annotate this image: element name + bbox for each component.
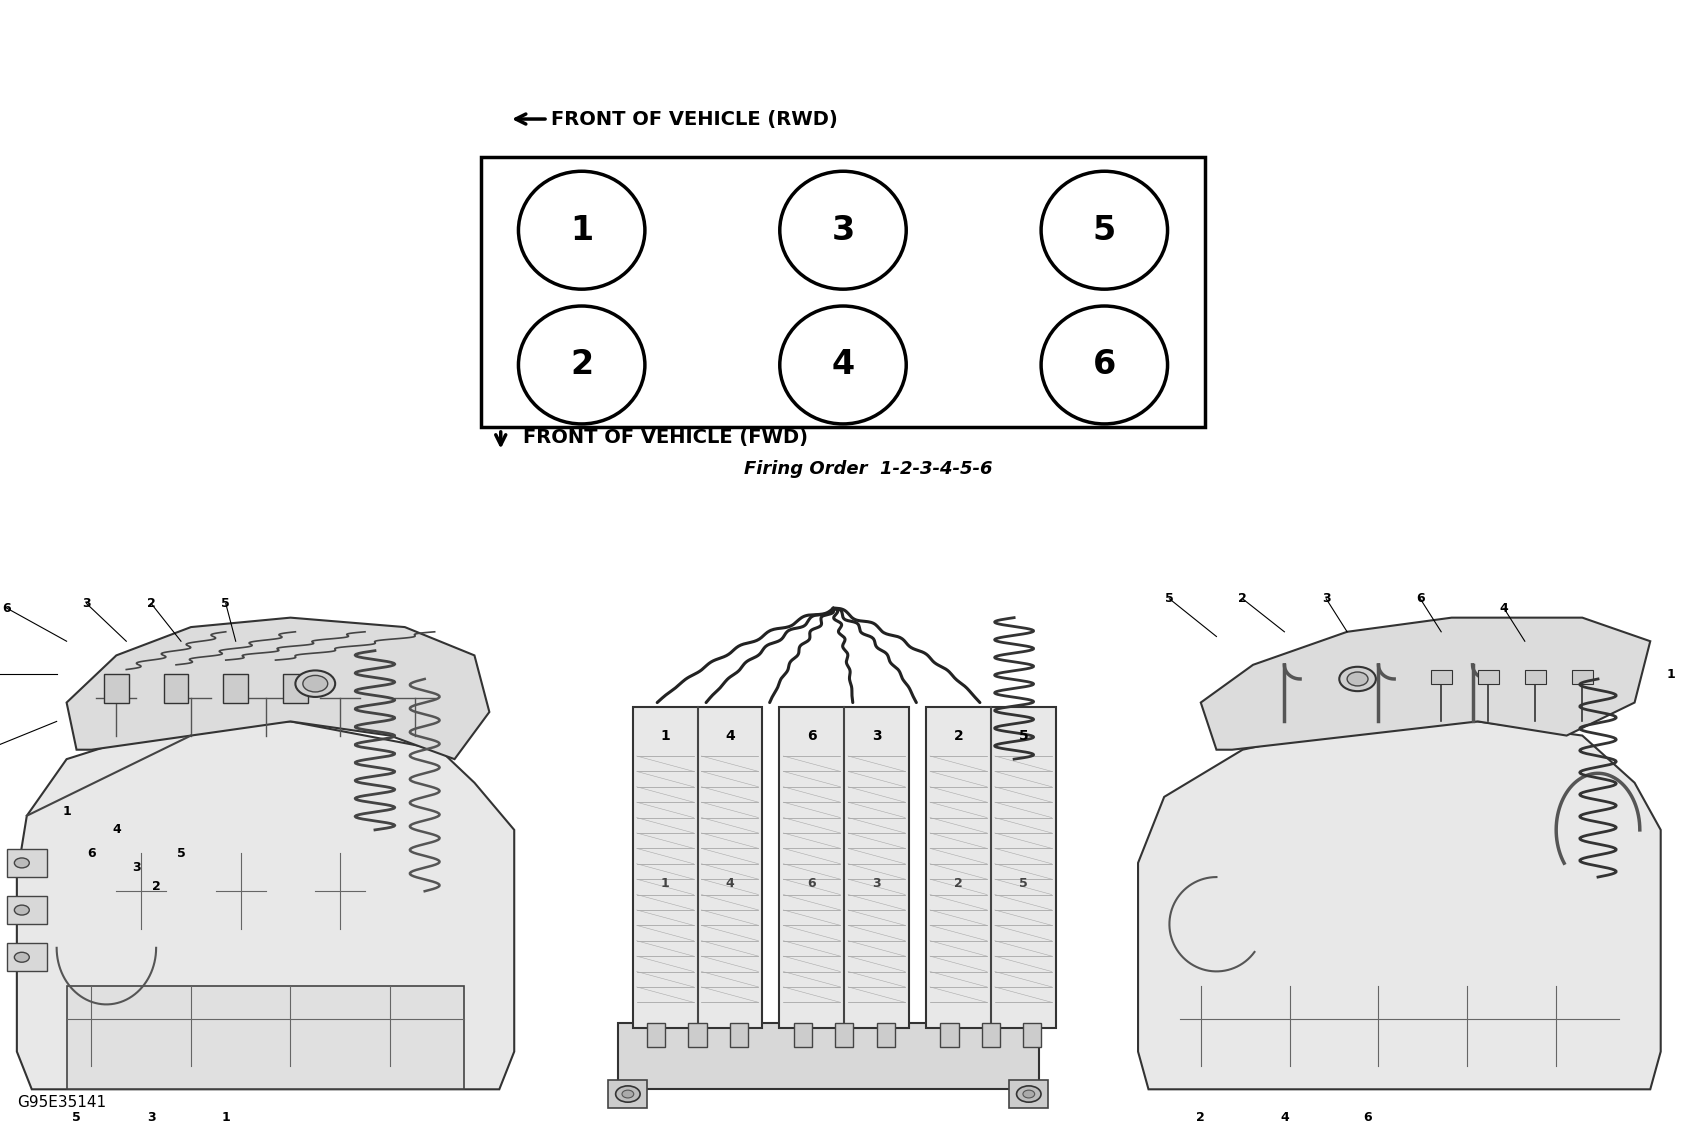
- Circle shape: [1347, 672, 1367, 686]
- Bar: [481, 157, 1205, 427]
- Text: 5: 5: [177, 847, 185, 860]
- Bar: [647, 1023, 666, 1047]
- Bar: [619, 1023, 1039, 1089]
- Bar: [609, 1080, 647, 1108]
- Text: 5: 5: [1018, 729, 1028, 743]
- Text: 6: 6: [3, 602, 12, 614]
- Text: FRONT OF VEHICLE (RWD): FRONT OF VEHICLE (RWD): [551, 110, 838, 128]
- Text: 6: 6: [808, 877, 816, 891]
- Ellipse shape: [519, 171, 644, 289]
- Ellipse shape: [779, 171, 907, 289]
- Circle shape: [15, 952, 29, 962]
- Bar: [926, 707, 1055, 1028]
- Text: 6: 6: [1416, 592, 1425, 605]
- Text: 1: 1: [661, 729, 669, 743]
- Bar: [283, 674, 309, 703]
- Bar: [941, 1023, 959, 1047]
- Bar: [981, 1023, 1000, 1047]
- Ellipse shape: [1042, 171, 1168, 289]
- Text: 4: 4: [1280, 1111, 1288, 1123]
- Text: 2: 2: [147, 597, 155, 610]
- Text: FRONT OF VEHICLE (FWD): FRONT OF VEHICLE (FWD): [523, 429, 808, 447]
- Bar: [1023, 1023, 1042, 1047]
- Text: 5: 5: [72, 1111, 81, 1123]
- Text: 1: 1: [661, 877, 669, 891]
- Bar: [105, 674, 128, 703]
- Text: 4: 4: [111, 823, 121, 837]
- Text: 2: 2: [1197, 1111, 1205, 1123]
- Bar: [1477, 669, 1499, 684]
- Text: 6: 6: [808, 729, 816, 743]
- Ellipse shape: [779, 305, 907, 423]
- Circle shape: [15, 858, 29, 868]
- Text: 1: 1: [570, 213, 593, 247]
- Bar: [7, 896, 47, 924]
- Circle shape: [15, 905, 29, 915]
- Text: 3: 3: [83, 597, 91, 610]
- Circle shape: [1023, 1090, 1035, 1098]
- Text: 5: 5: [1165, 592, 1173, 605]
- Bar: [1571, 669, 1593, 684]
- Circle shape: [1017, 1086, 1040, 1102]
- Bar: [688, 1023, 706, 1047]
- Text: 3: 3: [147, 1111, 155, 1123]
- Text: 2: 2: [1238, 592, 1248, 605]
- Text: 3: 3: [872, 877, 880, 891]
- Circle shape: [295, 670, 336, 697]
- Bar: [67, 986, 464, 1089]
- Text: 3: 3: [872, 729, 882, 743]
- Polygon shape: [17, 721, 514, 1089]
- Text: 1: 1: [62, 804, 71, 818]
- Bar: [794, 1023, 813, 1047]
- Bar: [1524, 669, 1546, 684]
- Circle shape: [303, 675, 327, 692]
- Bar: [7, 849, 47, 877]
- Text: 2: 2: [570, 348, 593, 382]
- Text: G95E35141: G95E35141: [17, 1095, 106, 1111]
- Bar: [877, 1023, 895, 1047]
- Text: 2: 2: [152, 880, 160, 893]
- Polygon shape: [67, 618, 489, 759]
- Text: 1: 1: [1667, 668, 1676, 681]
- Circle shape: [615, 1086, 641, 1102]
- Polygon shape: [1200, 618, 1651, 750]
- Text: 2: 2: [954, 729, 963, 743]
- Text: 2: 2: [954, 877, 963, 891]
- Text: 6: 6: [1364, 1111, 1372, 1123]
- Bar: [223, 674, 248, 703]
- Text: 3: 3: [132, 861, 140, 874]
- Text: 5: 5: [1018, 877, 1028, 891]
- Text: 5: 5: [1093, 213, 1116, 247]
- Text: 4: 4: [725, 729, 735, 743]
- Bar: [779, 707, 909, 1028]
- Bar: [1010, 1080, 1049, 1108]
- Ellipse shape: [1042, 305, 1168, 423]
- Bar: [7, 943, 47, 971]
- Text: 4: 4: [831, 348, 855, 382]
- Text: 1: 1: [221, 1111, 229, 1123]
- Text: 6: 6: [1093, 348, 1116, 382]
- Text: Firing Order  1-2-3-4-5-6: Firing Order 1-2-3-4-5-6: [744, 460, 993, 478]
- Bar: [1431, 669, 1452, 684]
- Bar: [632, 707, 762, 1028]
- Ellipse shape: [519, 305, 644, 423]
- Bar: [730, 1023, 749, 1047]
- Polygon shape: [1138, 721, 1661, 1089]
- Text: 6: 6: [88, 847, 96, 860]
- Circle shape: [1339, 667, 1376, 691]
- Text: 4: 4: [1499, 602, 1509, 614]
- Bar: [835, 1023, 853, 1047]
- Text: 3: 3: [831, 213, 855, 247]
- Circle shape: [622, 1090, 634, 1098]
- Text: 5: 5: [221, 597, 229, 610]
- Text: 3: 3: [1322, 592, 1330, 605]
- Text: 4: 4: [725, 877, 735, 891]
- Bar: [164, 674, 189, 703]
